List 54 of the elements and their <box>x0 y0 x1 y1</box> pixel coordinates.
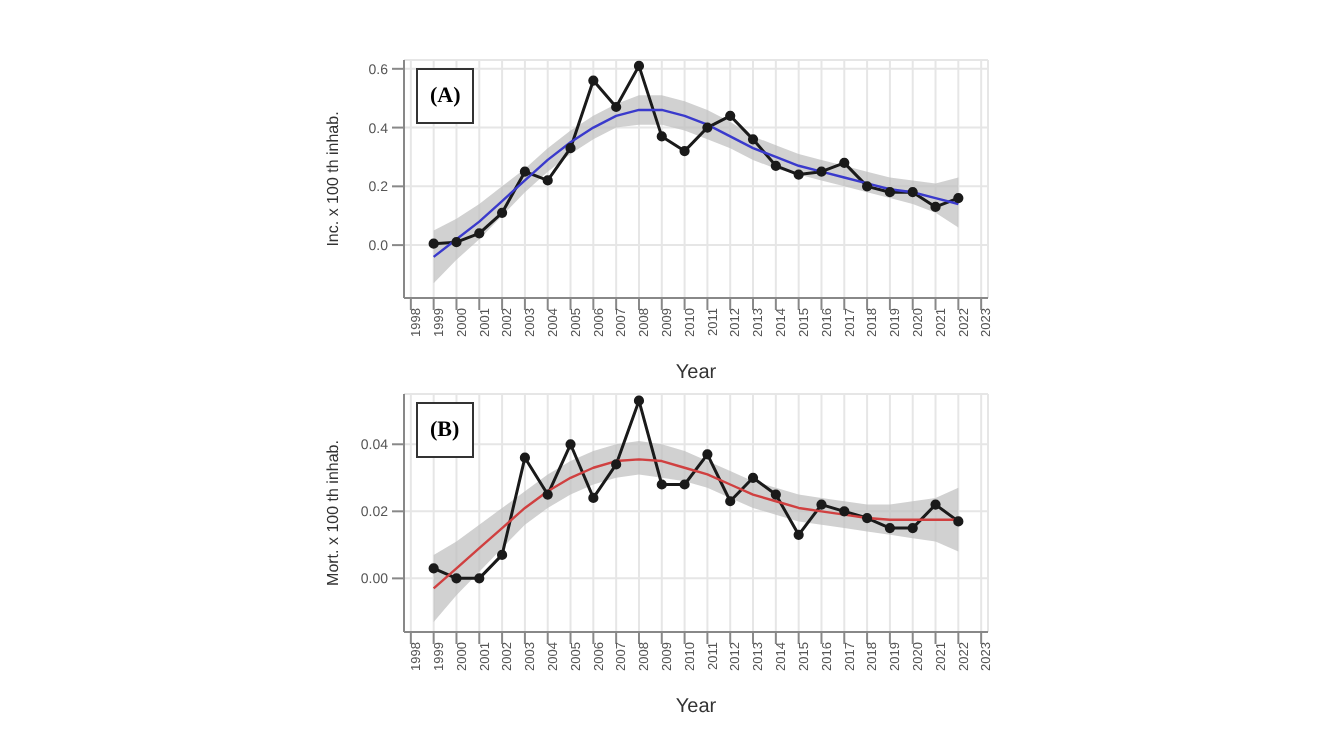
point <box>725 496 736 507</box>
point <box>793 169 804 180</box>
point <box>611 101 622 113</box>
point <box>474 573 485 584</box>
point <box>519 452 531 463</box>
x-axis-title: Year <box>675 696 718 718</box>
point <box>679 479 690 490</box>
point <box>565 143 576 154</box>
point <box>770 160 781 171</box>
point <box>793 529 804 540</box>
point <box>725 110 736 121</box>
point <box>519 166 531 177</box>
point <box>953 193 964 204</box>
point <box>679 145 690 157</box>
annotation: (B) <box>416 402 474 458</box>
point <box>428 563 439 574</box>
point <box>451 237 462 248</box>
point <box>702 122 713 133</box>
point <box>496 207 508 218</box>
point <box>884 522 896 534</box>
point <box>542 175 553 186</box>
point <box>633 60 645 71</box>
point <box>907 522 918 534</box>
point <box>816 166 827 177</box>
point <box>930 201 941 213</box>
point <box>747 472 759 483</box>
point <box>474 228 485 239</box>
point <box>451 573 462 584</box>
point <box>816 499 827 510</box>
point <box>747 134 759 145</box>
point <box>930 499 941 510</box>
point <box>656 131 667 142</box>
point <box>633 395 645 406</box>
point <box>656 479 667 490</box>
point <box>884 187 896 198</box>
point <box>542 489 553 500</box>
point <box>861 181 873 192</box>
point <box>839 157 850 168</box>
y-axis-title: Mort. x 100 th inhab. <box>323 440 342 586</box>
point <box>496 549 508 560</box>
point <box>588 492 599 504</box>
point <box>839 506 850 517</box>
point <box>861 512 873 524</box>
annotation: (A) <box>416 68 475 124</box>
point <box>953 516 964 527</box>
point <box>565 439 576 450</box>
point <box>907 187 918 198</box>
y-axis-title: Inc. x 100 th inhab. <box>323 111 342 247</box>
x-axis-title: Year <box>675 362 718 384</box>
point <box>702 449 713 460</box>
point <box>428 238 439 249</box>
point <box>588 75 599 86</box>
point <box>611 459 622 470</box>
point <box>770 489 781 500</box>
